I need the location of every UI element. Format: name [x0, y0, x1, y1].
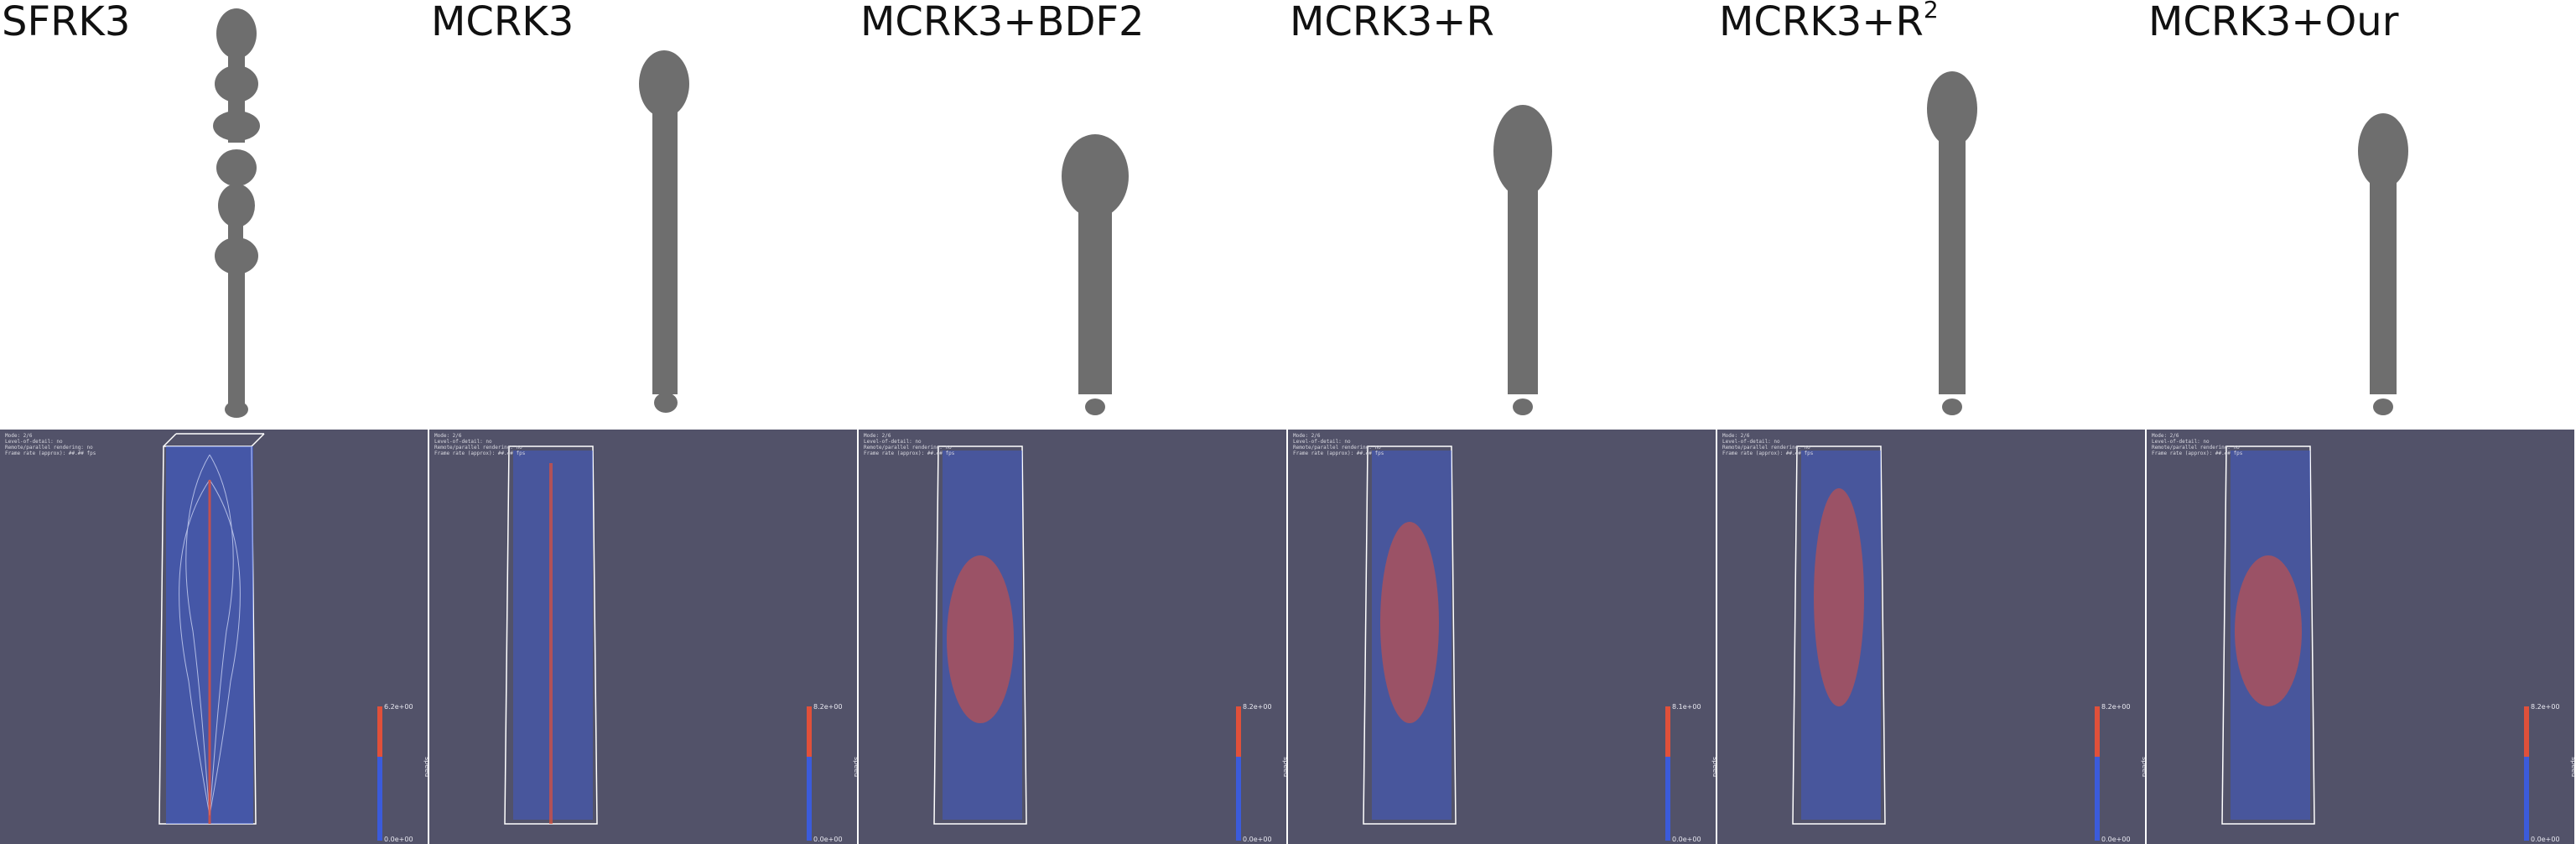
colorbar-max: 6.2e+00 — [384, 703, 413, 711]
colorbar-min: 0.0e+00 — [1243, 836, 1272, 843]
colorbar-title: speed — [423, 757, 428, 778]
column-title: MCRK3+Our — [2148, 0, 2399, 45]
colorbar-title: speed — [853, 757, 857, 778]
hud-text: Mode: 2/6 Level-of-detail: no Remote/paral… — [5, 433, 96, 456]
column-sfrk3: SFRK3 Mode: 2/6 Level-of-detail: no Remote… — [0, 0, 429, 844]
colorbar-title: speed — [2570, 757, 2574, 778]
colorbar-min: 0.0e+00 — [813, 836, 843, 843]
colorbar-title: speed — [1711, 757, 1716, 778]
colorbar-min: 0.0e+00 — [384, 836, 413, 843]
column-title: MCRK3+R2 — [1719, 0, 1939, 45]
streamline-panel: Mode: 2/6 Level-of-detail: no Remote/paral… — [2147, 430, 2574, 844]
colorbar-title: speed — [1282, 757, 1286, 778]
column-title: MCRK3 — [431, 0, 574, 45]
smoke-render — [1927, 71, 1977, 415]
column-mcrk3: MCRK3 Mode: 2/6 Level-of-detail: no Remote… — [429, 0, 859, 844]
column-mcrk3-r: MCRK3+R Mode: 2/6 Level-of-detail: no Remo… — [1288, 0, 1717, 844]
smoke-render — [2358, 113, 2408, 415]
streamline-panel: Mode: 2/6 Level-of-detail: no Remote/paral… — [429, 430, 857, 844]
colorbar-min: 0.0e+00 — [1672, 836, 1701, 843]
column-title: MCRK3+R — [1290, 0, 1494, 45]
column-mcrk3-bdf2: MCRK3+BDF2 Mode: 2/6 Level-of-detail: no R… — [859, 0, 1288, 844]
colorbar-min: 0.0e+00 — [2531, 836, 2560, 843]
streamline-panel: Mode: 2/6 Level-of-detail: no Remote/paral… — [1288, 430, 1716, 844]
colorbar-max: 8.2e+00 — [2531, 703, 2560, 711]
colorbar-max: 8.2e+00 — [2101, 703, 2131, 711]
column-title: SFRK3 — [2, 0, 131, 45]
smoke-render — [213, 8, 260, 418]
colorbar-max: 8.2e+00 — [813, 703, 843, 711]
streamline-panel: Mode: 2/6 Level-of-detail: no Remote/paral… — [859, 430, 1286, 844]
colorbar-max: 8.2e+00 — [1243, 703, 1272, 711]
smoke-render — [1062, 134, 1129, 415]
column-mcrk3-r2: MCRK3+R2 Mode: 2/6 Level-of-detail: no Rem… — [1717, 0, 2147, 844]
colorbar-min: 0.0e+00 — [2101, 836, 2131, 843]
column-title: MCRK3+BDF2 — [860, 0, 1145, 45]
streamline-panel: Mode: 2/6 Level-of-detail: no Remote/paral… — [0, 430, 428, 844]
colorbar-title: speed — [2141, 757, 2145, 778]
colorbar-max: 8.1e+00 — [1672, 703, 1701, 711]
column-mcrk3-our: MCRK3+Our Mode: 2/6 Level-of-detail: no Re… — [2147, 0, 2576, 844]
smoke-render — [639, 50, 689, 413]
streamline-panel: Mode: 2/6 Level-of-detail: no Remote/paral… — [1717, 430, 2145, 844]
smoke-render — [1493, 105, 1552, 415]
